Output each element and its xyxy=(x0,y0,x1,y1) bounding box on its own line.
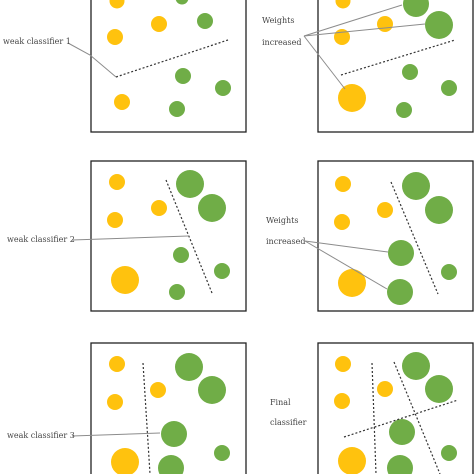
pointer-line xyxy=(304,240,388,290)
green-point xyxy=(387,279,413,305)
green-point xyxy=(198,376,226,404)
green-point xyxy=(214,263,230,279)
weights-increased-2-line2: increased xyxy=(266,237,306,246)
green-point xyxy=(425,11,453,39)
pointer-line xyxy=(303,23,426,37)
green-point xyxy=(169,101,185,117)
green-point xyxy=(176,170,204,198)
green-point xyxy=(441,264,457,280)
green-point xyxy=(425,375,453,403)
pointer-line xyxy=(303,35,346,90)
green-point xyxy=(441,445,457,461)
panel-frame xyxy=(90,160,247,312)
green-point xyxy=(402,172,430,200)
weights-increased-1-line2: increased xyxy=(262,38,302,47)
yellow-point xyxy=(151,16,167,32)
yellow-point xyxy=(111,266,139,294)
yellow-point xyxy=(109,0,125,9)
panel-frame xyxy=(317,160,474,312)
yellow-point xyxy=(109,356,125,372)
green-point xyxy=(425,196,453,224)
panel-r3-right xyxy=(317,342,474,474)
weak-classifier-2-label: weak classifier 2 xyxy=(7,235,75,244)
green-point xyxy=(214,445,230,461)
yellow-point xyxy=(377,202,393,218)
weights-increased-1-line1: Weights xyxy=(262,16,295,25)
yellow-point xyxy=(338,269,366,297)
decision-boundary xyxy=(165,179,213,294)
green-point xyxy=(215,80,231,96)
panel-frame xyxy=(317,342,474,474)
decision-boundary xyxy=(340,39,456,76)
final-classifier-line2: classifier xyxy=(270,418,307,427)
yellow-point xyxy=(377,381,393,397)
green-point xyxy=(403,0,429,17)
panel-r1-left xyxy=(67,0,247,133)
yellow-point xyxy=(111,448,139,474)
panel-frame xyxy=(90,342,247,474)
green-point xyxy=(161,421,187,447)
green-point xyxy=(388,240,414,266)
yellow-point xyxy=(151,200,167,216)
decision-boundary xyxy=(115,39,229,78)
yellow-point xyxy=(334,393,350,409)
panel-r2-left xyxy=(71,160,247,312)
pointer-line xyxy=(67,42,117,78)
green-point xyxy=(158,455,184,474)
yellow-point xyxy=(338,447,366,474)
green-point xyxy=(175,68,191,84)
pointer-line xyxy=(71,235,189,241)
panel-frame xyxy=(317,0,474,133)
yellow-point xyxy=(335,0,351,9)
pointer-line xyxy=(303,4,403,37)
yellow-point xyxy=(114,94,130,110)
weak-classifier-1-label: weak classifier 1 xyxy=(3,37,71,46)
green-point xyxy=(389,419,415,445)
pointer-line xyxy=(304,240,389,253)
decision-boundary xyxy=(371,362,377,474)
yellow-point xyxy=(335,356,351,372)
final-classifier-line1: Final xyxy=(270,398,291,407)
decision-boundary xyxy=(390,181,439,295)
panel-frame xyxy=(90,0,247,133)
green-point xyxy=(441,80,457,96)
green-point xyxy=(387,455,413,474)
yellow-point xyxy=(150,382,166,398)
panel-r2-right xyxy=(304,160,474,312)
yellow-point xyxy=(338,84,366,112)
yellow-point xyxy=(377,16,393,32)
green-point xyxy=(198,194,226,222)
yellow-point xyxy=(107,29,123,45)
green-point xyxy=(169,284,185,300)
panel-r3-left xyxy=(71,342,247,474)
weights-increased-2-line1: Weights xyxy=(266,216,299,225)
green-point xyxy=(396,102,412,118)
yellow-point xyxy=(107,212,123,228)
yellow-point xyxy=(334,214,350,230)
green-point xyxy=(175,353,203,381)
green-point xyxy=(175,0,189,5)
pointer-line xyxy=(71,432,161,437)
green-point xyxy=(402,64,418,80)
yellow-point xyxy=(107,394,123,410)
green-point xyxy=(197,13,213,29)
decision-boundary xyxy=(393,361,441,474)
weak-classifier-3-label: weak classifier 3 xyxy=(7,431,75,440)
decision-boundary xyxy=(142,362,151,474)
yellow-point xyxy=(335,176,351,192)
yellow-point xyxy=(109,174,125,190)
panel-r1-right xyxy=(303,0,474,133)
green-point xyxy=(402,352,430,380)
green-point xyxy=(173,247,189,263)
